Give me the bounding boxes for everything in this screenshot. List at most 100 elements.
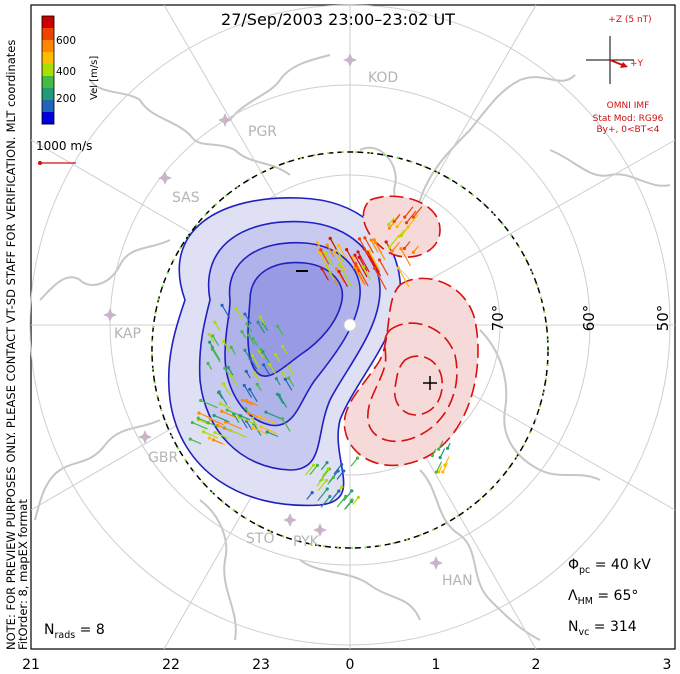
velocity-vector-origin (399, 233, 404, 238)
velocity-vector-origin (267, 362, 272, 366)
velocity-vector (388, 235, 400, 248)
velocity-vector (265, 411, 282, 420)
velocity-vector (190, 438, 202, 445)
velocity-vector-origin (340, 462, 344, 467)
velocity-vector (243, 385, 253, 398)
imf-conditions: By+, 0<BT<4 (597, 125, 660, 135)
velocity-vector-origin (283, 377, 287, 381)
velocity-vector-origin (445, 446, 450, 450)
station-label: KOD (368, 70, 398, 86)
velocity-vector-origin (207, 332, 211, 337)
velocity-vector-origin (342, 469, 346, 473)
velocity-vector-origin (221, 382, 226, 386)
velocity-vector-origin (384, 240, 388, 244)
velocity-vector (338, 264, 353, 288)
velocity-vector (320, 249, 330, 265)
velocity-vector-origin (247, 333, 251, 337)
velocity-vector (374, 242, 386, 260)
velocity-vector-origin (373, 241, 378, 245)
velocity-vector (192, 421, 208, 430)
velocity-vector (245, 420, 253, 431)
velocity-vector (267, 431, 279, 438)
velocity-vector-origin (248, 356, 252, 360)
velocity-vector-origin (199, 398, 203, 403)
velocity-vector (333, 464, 343, 475)
velocity-vector (309, 464, 318, 476)
velocity-vector-origin (392, 219, 396, 224)
velocity-vector (240, 415, 251, 421)
velocity-vector (321, 268, 329, 281)
velocity-vector-origin (218, 402, 223, 406)
velocity-vector (281, 418, 291, 432)
velocity-vector-origin (390, 249, 394, 253)
fit-order-note: FitOrder: 8, mapEX format (16, 499, 30, 650)
mlt-label: 1 (432, 657, 441, 673)
station-label: HAN (442, 573, 473, 589)
velocity-vector (400, 248, 411, 267)
velocity-vector-origin (240, 398, 244, 402)
mlt-label: 3 (663, 657, 672, 673)
velocity-vector-origin (354, 266, 358, 271)
colorbar-swatch (42, 40, 54, 53)
velocity-vector-origin (311, 463, 316, 467)
velocity-vector (211, 346, 221, 361)
velocity-vector (238, 416, 257, 426)
velocity-vector (259, 416, 276, 425)
velocity-scale-dot (38, 161, 42, 165)
velocity-vector-origin (395, 225, 399, 229)
velocity-vector (367, 251, 381, 273)
station-label: STO (246, 531, 274, 547)
velocity-vector-origin (404, 221, 409, 225)
imf-z-label: +Z (5 nT) (608, 15, 651, 25)
velocity-vector (329, 490, 340, 503)
radar-site-marker (158, 171, 172, 185)
mlt-label: 21 (22, 657, 40, 673)
velocity-vector-origin (234, 306, 238, 310)
velocity-vector-origin (287, 376, 291, 380)
velocity-vector (373, 268, 387, 290)
radar-stations: KOD PGR SAS KAP GBR STO PYK HAN (103, 53, 473, 589)
velocity-vector (368, 251, 381, 271)
velocity-vector-origin (240, 330, 244, 334)
velocity-vector-origin (411, 215, 416, 219)
velocity-vector (367, 252, 382, 277)
velocity-vector (350, 457, 358, 467)
velocity-vector (362, 266, 371, 280)
velocity-vector-origin (223, 366, 227, 370)
velocity-vector (288, 377, 295, 387)
radar-site-marker (103, 308, 117, 322)
velocity-vector (214, 321, 221, 331)
velocity-vector-origin (438, 455, 442, 460)
velocity-vector-origin (253, 371, 257, 375)
station-label: PYK (293, 534, 320, 550)
velocity-vector-origin (325, 461, 329, 465)
imf-model: Stat Mod: RG96 (593, 114, 664, 124)
velocity-vector (358, 256, 368, 272)
velocity-vector-origin (250, 426, 255, 430)
velocity-vector (230, 429, 247, 438)
velocity-vector-origin (356, 495, 361, 499)
velocity-vector (336, 470, 345, 480)
velocity-vector-origin (229, 345, 233, 349)
velocity-vector (355, 268, 366, 286)
coordinates-label: MLT coordinates (4, 40, 18, 133)
mlt-label: 2 (532, 657, 541, 673)
velocity-vector (407, 214, 419, 228)
velocity-vector-origin (387, 226, 391, 230)
phi-pc-stat: Φpc = 40 kV (568, 557, 651, 576)
velocity-vector-origin (208, 417, 212, 421)
velocity-vector-origin (264, 410, 268, 414)
velocity-vector-origin (334, 267, 339, 271)
velocity-vector-origin (369, 238, 373, 242)
colorbar-swatch (42, 76, 54, 89)
velocity-vector (370, 239, 379, 253)
velocity-vector-origin (337, 489, 341, 493)
velocity-vector-origin (315, 463, 320, 467)
radar-site-marker (429, 556, 443, 570)
velocity-vector-origin (337, 262, 341, 267)
velocity-vector (210, 418, 224, 426)
velocity-vector-origin (188, 437, 192, 441)
colorbar-swatch (42, 112, 54, 125)
velocity-vector-origin (220, 303, 224, 307)
radar-site-marker (313, 523, 327, 537)
